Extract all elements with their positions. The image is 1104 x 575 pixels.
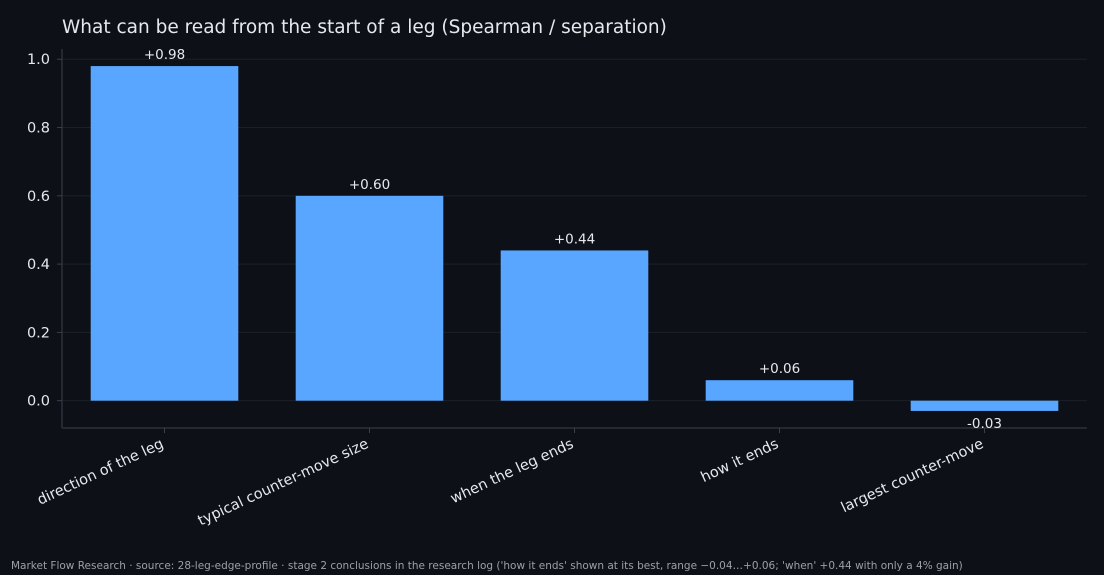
bar-value-label: +0.60: [349, 177, 390, 193]
bar: [500, 250, 649, 401]
y-tick-label: 0.6: [27, 189, 50, 205]
bar: [295, 195, 444, 401]
y-tick-label: 0.8: [27, 121, 50, 137]
chart-title: What can be read from the start of a leg…: [62, 17, 667, 38]
bar: [90, 66, 239, 401]
axes: [57, 49, 1087, 433]
bar: [910, 400, 1059, 411]
y-tick-label: 1.0: [27, 52, 50, 68]
x-category-label: typical counter-move size: [196, 436, 372, 529]
bar: [705, 380, 854, 401]
y-tick-label: 0.4: [27, 257, 50, 273]
x-category-label: direction of the leg: [35, 436, 166, 509]
bar-value-label: -0.03: [967, 416, 1002, 432]
bars: [90, 66, 1059, 411]
bar-value-label: +0.98: [144, 47, 185, 63]
x-category-label: how it ends: [699, 436, 782, 486]
y-tick-label: 0.2: [27, 325, 50, 341]
x-category-label: when the leg ends: [448, 436, 576, 507]
y-tick-label: 0.0: [27, 394, 50, 410]
bar-value-label: +0.06: [759, 361, 800, 377]
x-category-label: largest counter-move: [839, 436, 986, 516]
source-note: Market Flow Research · source: 28-leg-ed…: [11, 560, 963, 572]
bar-value-label: +0.44: [554, 231, 595, 247]
